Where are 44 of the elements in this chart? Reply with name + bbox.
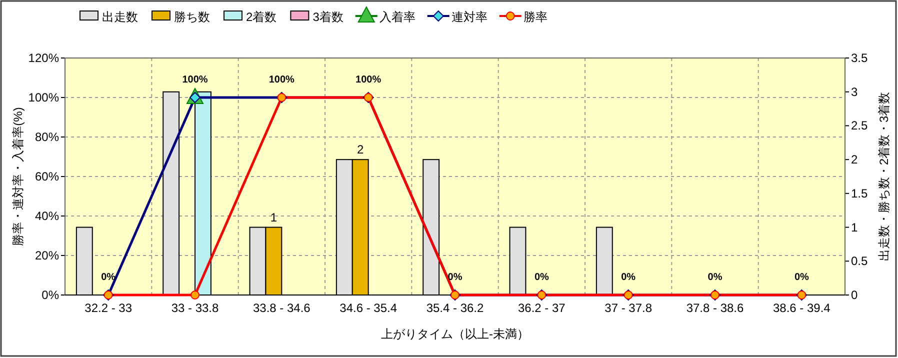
y2-tick-label: 3 [851,84,858,99]
x-tick-label: 35.4 - 36.2 [426,301,484,315]
x-tick-label: 37 - 37.8 [604,301,652,315]
x-tick-label: 38.6 - 39.4 [772,301,831,315]
y-axis-title: 勝率・連対率・入着率(%) [11,107,25,246]
x-tick-label: 34.6 - 35.4 [340,301,398,315]
data-label: 0% [794,272,809,283]
y-tick-label: 20% [34,248,60,262]
data-label: 100% [268,74,295,86]
y-tick-label: 0% [42,288,60,302]
y-tick-label: 80% [34,130,60,144]
data-label: 0% [621,272,636,283]
legend-label: 勝ち数 [174,10,210,24]
x-tick-label: 32.2 - 33 [84,301,132,315]
data-label: 2 [357,142,364,157]
y-tick-label: 120% [28,51,60,65]
x-tick-label: 33 - 33.8 [171,301,220,315]
legend-label: 出走数 [102,10,138,24]
y2-tick-label: 0.5 [851,254,868,268]
data-label: 0% [708,272,722,283]
y-tick-label: 60% [34,170,60,184]
x-tick-label: 37.8 - 38.6 [686,301,744,315]
y2-tick-label: 0 [851,288,858,302]
legend-label: 3着数 [312,10,344,24]
y-tick-label: 40% [34,209,60,223]
data-label: 100% [356,74,382,86]
x-tick-label: 36.2 - 37 [518,301,566,315]
y2-tick-label: 2.5 [851,118,868,133]
data-label: 0% [534,272,549,283]
data-label: 1 [270,210,278,224]
legend-label: 2着数 [246,10,277,24]
y2-tick-label: 2 [851,152,858,167]
y2-tick-label: 1 [851,220,858,234]
legend-label: 勝率 [523,10,548,24]
y2-tick-label: 3.5 [851,51,868,65]
legend-label: 入着率 [379,10,416,24]
data-label: 100% [182,74,208,86]
data-label: 0% [448,272,462,283]
y2-axis-title: 出走数・勝ち数・2着数・3着数 [877,92,891,262]
x-tick-label: 33.8 - 34.6 [252,301,311,315]
x-axis-title: 上がりタイム（以上-未満） [381,327,529,341]
y2-tick-label: 1.5 [851,186,868,200]
y-tick-label: 100% [28,90,60,104]
legend-label: 連対率 [451,10,488,24]
